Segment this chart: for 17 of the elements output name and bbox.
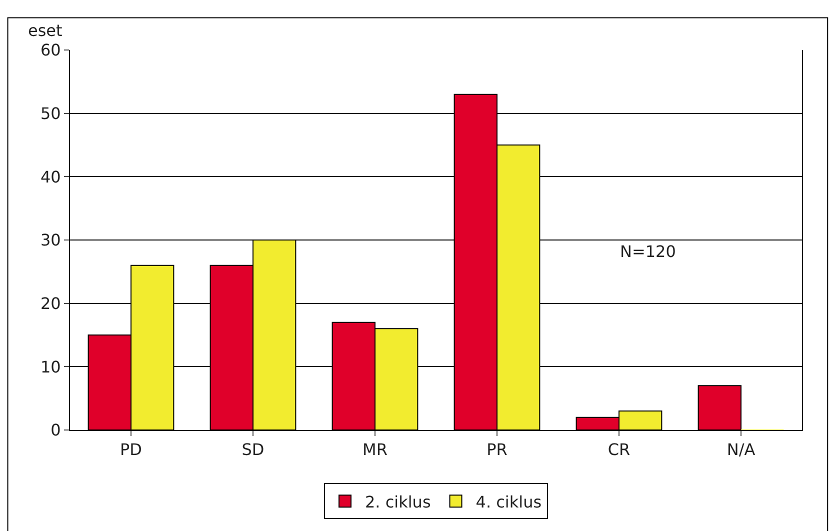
legend-label: 4. ciklus: [476, 492, 542, 512]
y-tick-label: 10: [40, 357, 61, 376]
x-tick-label: PD: [120, 440, 142, 460]
annotation: N=120: [620, 242, 676, 261]
legend-label: 2. ciklus: [365, 492, 431, 512]
x-tick-label: MR: [362, 440, 388, 460]
x-tick-label: PR: [486, 440, 508, 460]
y-tick-label: 30: [40, 230, 61, 250]
y-tick-label: 60: [40, 40, 61, 60]
x-tick-label: SD: [242, 440, 264, 460]
x-tick-label: CR: [608, 440, 630, 460]
y-tick-label: 0: [50, 420, 61, 440]
y-tick-label: 40: [40, 167, 61, 186]
y-axis-title: eset: [28, 21, 62, 40]
y-tick-label: 50: [40, 104, 61, 123]
y-tick-label: 20: [40, 294, 61, 313]
x-tick-label: N/A: [726, 440, 756, 460]
